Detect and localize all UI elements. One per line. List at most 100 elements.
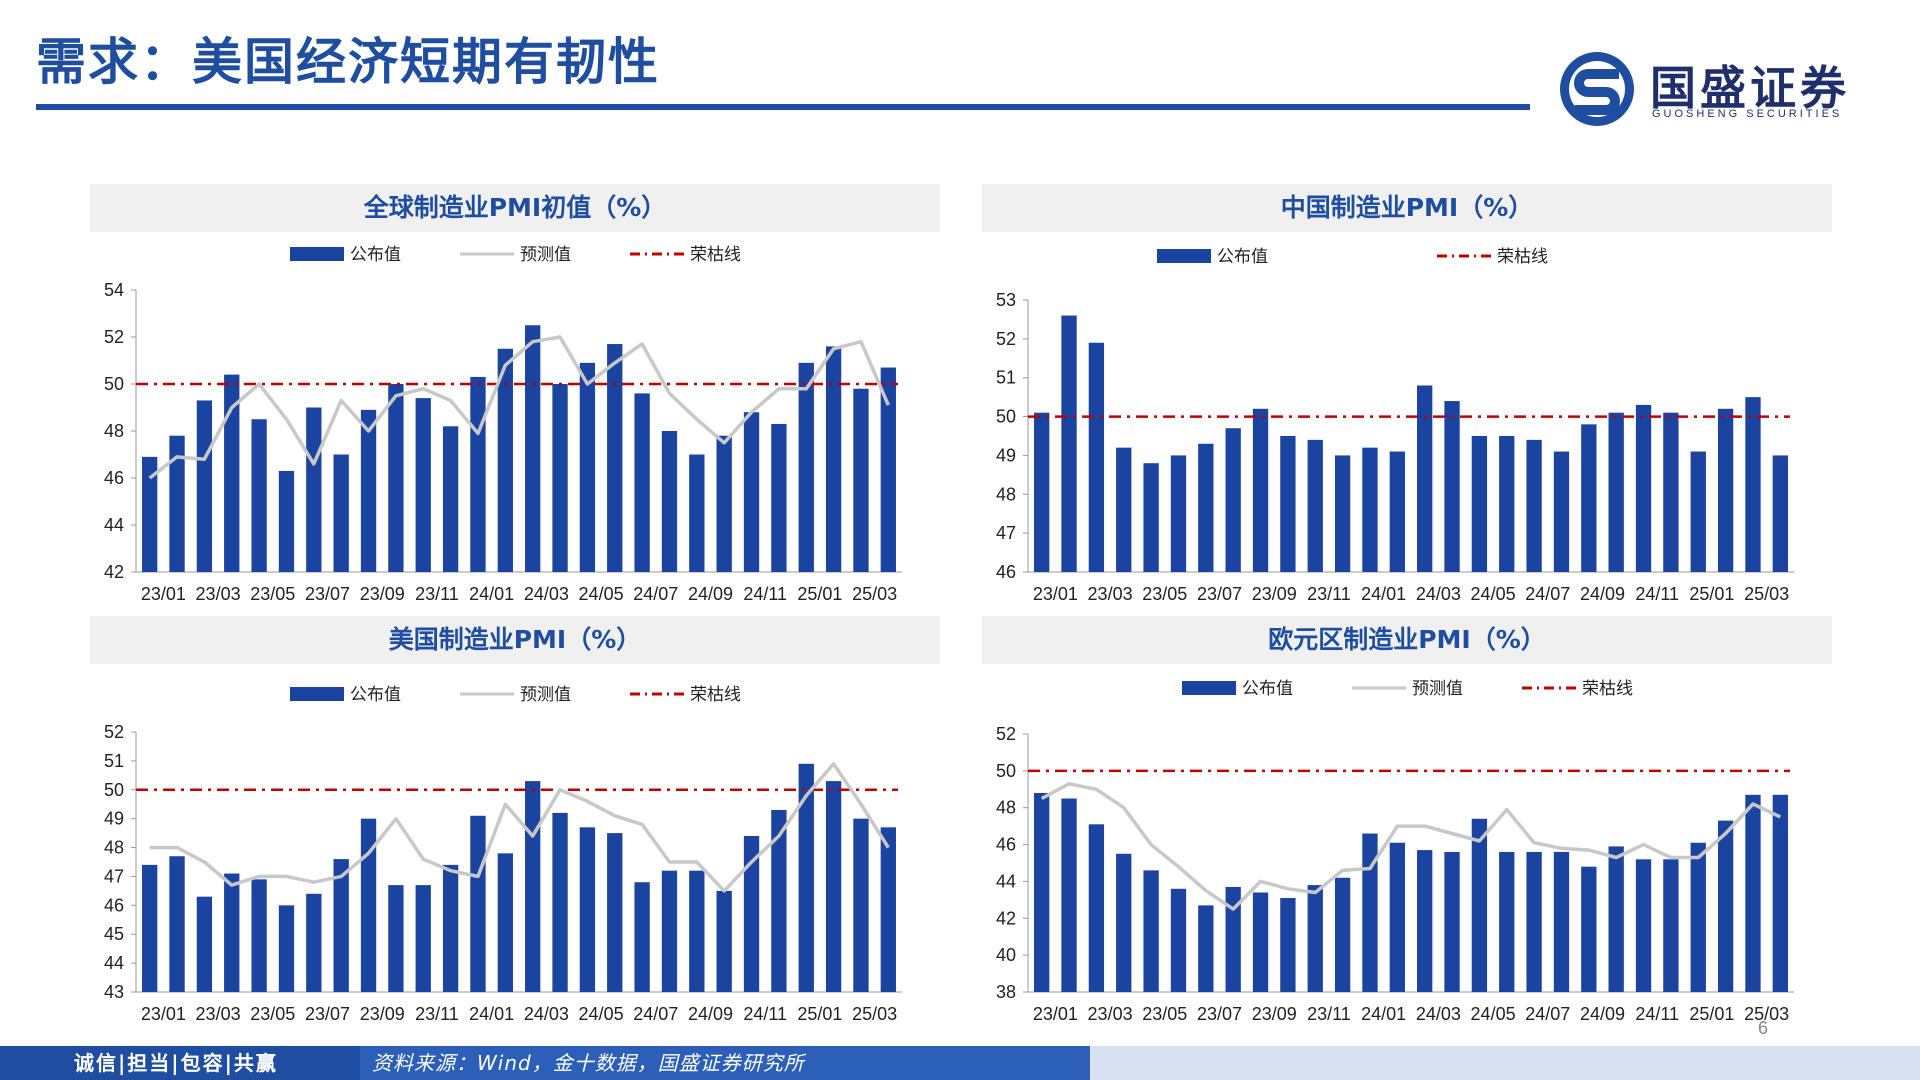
x-tick-label: 24/11 (743, 1004, 787, 1024)
footer-bar: 诚信|担当|包容|共赢 资料来源：Wind，金十数据，国盛证券研究所 (0, 1046, 1920, 1080)
bar-published (415, 885, 431, 992)
bar-published (1170, 455, 1187, 572)
bar-published (1061, 315, 1077, 572)
forecast-line (149, 762, 890, 893)
x-tick-label: 24/05 (1471, 1004, 1516, 1024)
y-tick-label: 52 (996, 329, 1016, 349)
chart-global-pmi: 公布值 预测值 荣枯线 42 44 46 48 50 52 54 23/01 23/03 23/05 23… (104, 245, 902, 604)
bar-published (1608, 846, 1624, 992)
x-tick-label: 25/01 (1689, 584, 1734, 604)
legend-item-published: 公布值 (290, 245, 401, 265)
company-logo: 国盛证券 GUOSHENG SECURITIES (1558, 50, 1888, 130)
y-tick-label: 51 (104, 751, 124, 771)
bar-published (1088, 824, 1105, 992)
x-tick-label: 23/01 (141, 584, 186, 604)
y-tick-label: 45 (104, 924, 124, 944)
bar-published (1280, 898, 1296, 992)
x-tick-label: 24/07 (633, 584, 678, 604)
bar-published (825, 781, 842, 992)
legend-item-threshold: 荣枯线 (1437, 247, 1548, 267)
y-tick-label: 53 (996, 290, 1016, 310)
chart-panel-eurozone: 欧元区制造业PMI（%） 公布值 预测值 荣枯线 38 40 42 44 46 48 50 52 23… (982, 616, 1832, 1036)
bar-published (1717, 408, 1734, 572)
bar-published (743, 412, 760, 572)
bar-published (825, 346, 842, 572)
x-tick-label: 25/01 (797, 584, 842, 604)
y-tick-label: 46 (104, 895, 124, 915)
y-tick-label: 50 (996, 761, 1016, 781)
x-tick-label: 24/01 (469, 1004, 514, 1024)
bar-published (1417, 385, 1433, 572)
x-tick-label: 23/11 (415, 584, 459, 604)
bar-published (169, 856, 185, 992)
bar-published (689, 870, 705, 992)
bar-published (1499, 851, 1515, 992)
x-tick-label: 23/01 (141, 1004, 186, 1024)
bar-published (853, 388, 869, 572)
bar-published (169, 435, 185, 572)
x-tick-label: 23/09 (1252, 1004, 1297, 1024)
bar-published (716, 435, 732, 572)
legend-label: 公布值 (350, 245, 401, 265)
x-tick-label: 24/01 (1361, 584, 1406, 604)
y-tick-label: 48 (996, 798, 1016, 818)
bar-published (1034, 412, 1050, 572)
chart-title: 中国制造业PMI（%） (982, 184, 1832, 232)
y-tick-label: 49 (104, 809, 124, 829)
bar-published (442, 426, 459, 572)
bar-published (1581, 424, 1597, 572)
bar-published (579, 362, 596, 572)
x-tick-label: 23/07 (305, 1004, 350, 1024)
chart-title: 全球制造业PMI初值（%） (90, 184, 940, 232)
x-tick-label: 25/03 (852, 1004, 897, 1024)
bar-published (1471, 818, 1488, 992)
legend-label: 公布值 (1217, 247, 1268, 267)
bar-published (224, 873, 240, 992)
bar-published (333, 859, 349, 992)
bar-published (470, 815, 486, 992)
y-tick-label: 48 (104, 838, 124, 858)
bar-published (1116, 853, 1132, 992)
bar-published (743, 836, 760, 992)
bar-published (1088, 342, 1105, 572)
y-tick-label: 44 (996, 871, 1016, 891)
bar-published (579, 827, 596, 992)
bar-published (333, 454, 349, 572)
bar-published (689, 454, 705, 572)
y-tick-label: 42 (104, 562, 124, 582)
y-tick-label: 38 (996, 982, 1016, 1002)
x-tick-label: 24/01 (1361, 1004, 1406, 1024)
y-tick-label: 46 (104, 468, 124, 488)
bar-published (1690, 451, 1706, 572)
bar-published (1417, 850, 1433, 992)
bar-published (552, 384, 568, 572)
y-tick-label: 51 (996, 368, 1016, 388)
x-tick-label: 23/07 (1197, 1004, 1242, 1024)
chart-panel-china: 中国制造业PMI（%） 公布值 荣枯线 46 47 48 49 50 51 52 53 23/01 2… (982, 184, 1832, 614)
bar-published (497, 853, 513, 992)
bar-published (1581, 866, 1597, 992)
y-tick-label: 50 (996, 407, 1016, 427)
legend-item-threshold: 荣枯线 (630, 245, 741, 265)
y-tick-label: 44 (104, 953, 124, 973)
legend-swatch-bar (290, 687, 344, 701)
bar-published (1553, 451, 1570, 572)
bar-published (1444, 401, 1460, 572)
bar-published (1389, 451, 1405, 572)
bar-published (1635, 404, 1652, 572)
bar-published (853, 818, 869, 992)
bar-published (634, 393, 650, 572)
forecast-line (1040, 782, 1782, 911)
logo-english-name: GUOSHENG SECURITIES (1652, 108, 1843, 120)
chart-us-pmi: 公布值 预测值 荣枯线 43 44 45 46 47 48 49 50 51 52 23/01 23/03 2… (104, 685, 902, 1024)
bar-published (196, 400, 213, 572)
x-tick-label: 23/05 (250, 584, 295, 604)
bar-published (306, 893, 322, 992)
x-tick-label: 25/03 (1744, 584, 1789, 604)
x-tick-label: 24/09 (1580, 1004, 1625, 1024)
x-tick-label: 23/09 (360, 584, 405, 604)
legend-label: 公布值 (350, 685, 401, 705)
bar-published (798, 763, 814, 992)
legend-label: 荣枯线 (1582, 679, 1633, 699)
bar-published (716, 890, 732, 992)
